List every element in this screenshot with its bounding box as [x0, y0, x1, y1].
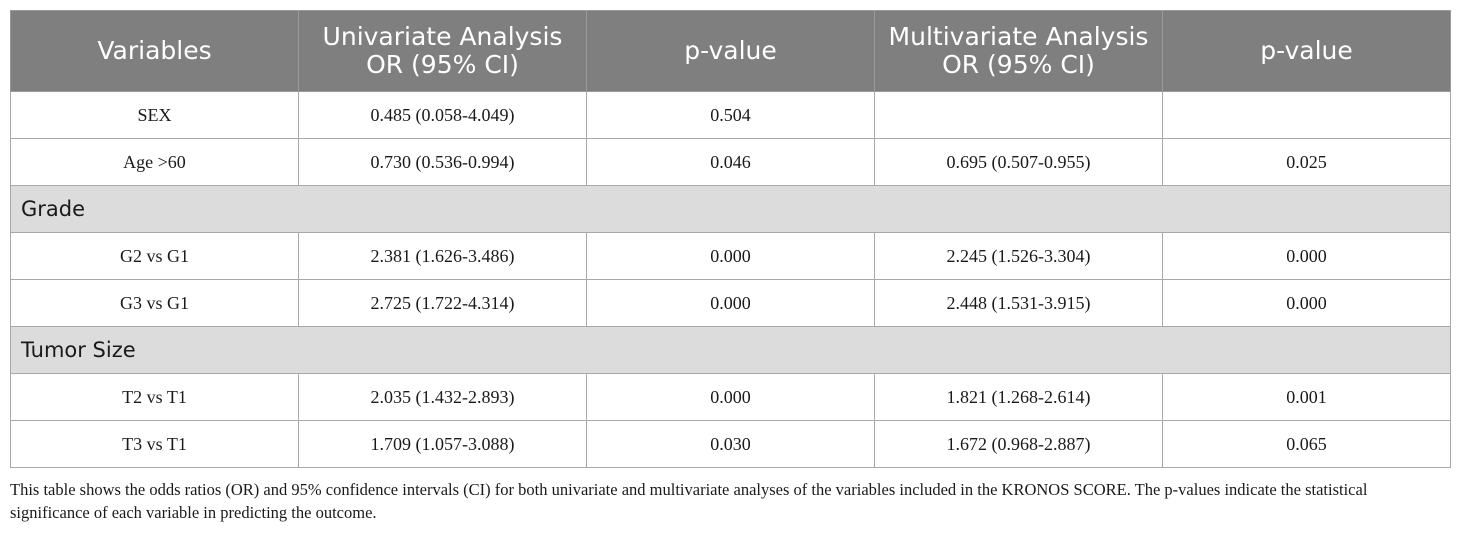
cell-univariate-or: 2.725 (1.722-4.314)	[298, 279, 587, 327]
cell-multivariate-or: 2.245 (1.526-3.304)	[874, 232, 1163, 280]
header-variables: Variables	[10, 10, 299, 92]
cell-univariate-p: 0.000	[586, 279, 875, 327]
cell-multivariate-p: 0.000	[1162, 279, 1451, 327]
cell-multivariate-p: 0.001	[1162, 373, 1451, 421]
cell-univariate-p: 0.504	[586, 91, 875, 139]
cell-multivariate-or: 0.695 (0.507-0.955)	[874, 138, 1163, 186]
table-row: T2 vs T1 2.035 (1.432-2.893) 0.000 1.821…	[10, 373, 1451, 421]
cell-variable: T3 vs T1	[10, 420, 299, 468]
cell-univariate-or: 2.381 (1.626-3.486)	[298, 232, 587, 280]
cell-multivariate-or	[874, 91, 1163, 139]
header-univariate-p-value: p-value	[586, 10, 875, 92]
cell-variable: T2 vs T1	[10, 373, 299, 421]
cell-multivariate-p	[1162, 91, 1451, 139]
cell-multivariate-or: 1.821 (1.268-2.614)	[874, 373, 1163, 421]
table-footnote: This table shows the odds ratios (OR) an…	[10, 480, 1368, 522]
cell-multivariate-p: 0.000	[1162, 232, 1451, 280]
table-row: G3 vs G1 2.725 (1.722-4.314) 0.000 2.448…	[10, 279, 1451, 327]
cell-variable: Age >60	[10, 138, 299, 186]
cell-multivariate-or: 2.448 (1.531-3.915)	[874, 279, 1163, 327]
table-row: G2 vs G1 2.381 (1.626-3.486) 0.000 2.245…	[10, 232, 1451, 280]
cell-variable: G2 vs G1	[10, 232, 299, 280]
table-row: Age >60 0.730 (0.536-0.994) 0.046 0.695 …	[10, 138, 1451, 186]
cell-univariate-or: 0.730 (0.536-0.994)	[298, 138, 587, 186]
odds-ratio-table: Variables Univariate Analysis OR (95% CI…	[10, 10, 1451, 468]
cell-univariate-or: 2.035 (1.432-2.893)	[298, 373, 587, 421]
cell-multivariate-p: 0.025	[1162, 138, 1451, 186]
table-container: Variables Univariate Analysis OR (95% CI…	[10, 10, 1451, 524]
cell-variable: SEX	[10, 91, 299, 139]
header-multivariate-p-value: p-value	[1162, 10, 1451, 92]
section-row-grade: Grade	[10, 185, 1451, 233]
table-row: SEX 0.485 (0.058-4.049) 0.504	[10, 91, 1451, 139]
cell-univariate-p: 0.000	[586, 232, 875, 280]
cell-univariate-p: 0.030	[586, 420, 875, 468]
header-multivariate-or: Multivariate Analysis OR (95% CI)	[874, 10, 1163, 92]
section-row-tumor-size: Tumor Size	[10, 326, 1451, 374]
cell-univariate-or: 0.485 (0.058-4.049)	[298, 91, 587, 139]
section-label: Grade	[10, 185, 1451, 233]
cell-univariate-p: 0.000	[586, 373, 875, 421]
table-row: T3 vs T1 1.709 (1.057-3.088) 0.030 1.672…	[10, 420, 1451, 468]
header-row: Variables Univariate Analysis OR (95% CI…	[10, 10, 1451, 92]
header-univariate-or: Univariate Analysis OR (95% CI)	[298, 10, 587, 92]
cell-univariate-or: 1.709 (1.057-3.088)	[298, 420, 587, 468]
cell-univariate-p: 0.046	[586, 138, 875, 186]
cell-variable: G3 vs G1	[10, 279, 299, 327]
cell-multivariate-or: 1.672 (0.968-2.887)	[874, 420, 1163, 468]
cell-multivariate-p: 0.065	[1162, 420, 1451, 468]
section-label: Tumor Size	[10, 326, 1451, 374]
